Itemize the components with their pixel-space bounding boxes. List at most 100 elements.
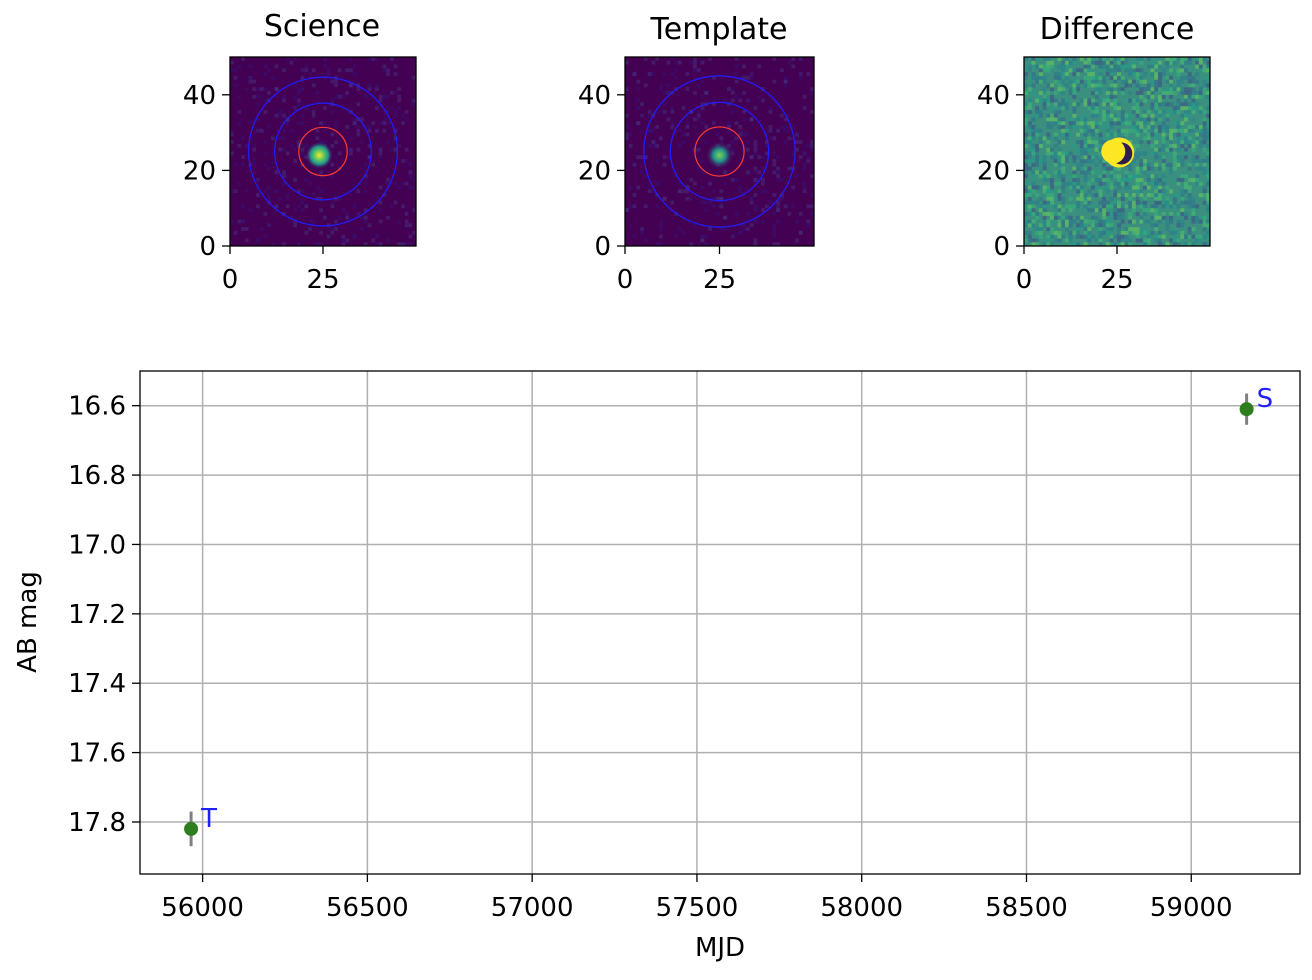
difference-noise-pixel bbox=[1183, 109, 1188, 114]
science-noise-pixel bbox=[330, 98, 335, 103]
template-noise-pixel bbox=[761, 219, 765, 224]
difference-noise-pixel bbox=[1038, 140, 1043, 145]
difference-noise-pixel bbox=[1031, 211, 1036, 217]
difference-noise-pixel bbox=[1090, 155, 1095, 160]
difference-noise-pixel bbox=[1050, 87, 1055, 92]
difference-noise-pixel bbox=[1183, 242, 1188, 247]
template-noise-pixel bbox=[696, 242, 701, 246]
science-noise-pixel bbox=[404, 211, 409, 216]
template-noise-pixel bbox=[670, 121, 675, 126]
science-noise-pixel bbox=[293, 219, 297, 224]
difference-noise-pixel bbox=[1038, 128, 1043, 133]
difference-noise-pixel bbox=[1031, 151, 1036, 156]
difference-noise-pixel bbox=[1027, 230, 1032, 235]
difference-noise-pixel bbox=[1143, 211, 1148, 217]
template-noise-pixel bbox=[662, 162, 667, 167]
difference-noise-pixel bbox=[1198, 238, 1203, 243]
science-noise-pixel bbox=[382, 128, 387, 133]
template-noise-pixel bbox=[711, 204, 716, 209]
difference-noise-pixel bbox=[1057, 109, 1062, 114]
difference-noise-pixel bbox=[1187, 166, 1192, 171]
science-noise-pixel bbox=[256, 128, 260, 133]
difference-noise-pixel bbox=[1064, 132, 1069, 137]
science-noise-pixel bbox=[349, 57, 353, 61]
template-noise-pixel bbox=[753, 208, 758, 212]
template-xtick-label: 0 bbox=[617, 265, 634, 295]
difference-noise-pixel bbox=[1117, 200, 1122, 205]
difference-noise-pixel bbox=[1120, 57, 1125, 62]
difference-noise-pixel bbox=[1146, 94, 1151, 99]
science-noise-pixel bbox=[352, 117, 357, 122]
difference-noise-pixel bbox=[1035, 147, 1040, 152]
difference-noise-pixel bbox=[1076, 155, 1081, 160]
difference-noise-pixel bbox=[1172, 106, 1177, 111]
difference-noise-pixel bbox=[1098, 147, 1103, 152]
difference-noise-pixel bbox=[1143, 230, 1148, 235]
difference-noise-pixel bbox=[1072, 79, 1077, 84]
difference-noise-pixel bbox=[1035, 79, 1040, 84]
difference-noise-pixel bbox=[1042, 162, 1047, 167]
difference-noise-pixel bbox=[1165, 196, 1170, 201]
science-noise-pixel bbox=[252, 147, 257, 152]
science-noise-pixel bbox=[382, 193, 387, 197]
template-noise-pixel bbox=[640, 113, 644, 118]
difference-noise-pixel bbox=[1102, 166, 1107, 171]
difference-noise-pixel bbox=[1083, 83, 1088, 88]
science-noise-pixel bbox=[252, 159, 257, 163]
difference-noise-pixel bbox=[1094, 91, 1099, 96]
difference-noise-pixel bbox=[1131, 174, 1136, 179]
difference-noise-pixel bbox=[1024, 189, 1029, 194]
science-noise-pixel bbox=[326, 72, 331, 76]
template-noise-pixel bbox=[768, 109, 773, 114]
template-noise-pixel bbox=[655, 204, 660, 209]
science-noise-pixel bbox=[363, 94, 368, 99]
difference-noise-pixel bbox=[1139, 60, 1144, 65]
science-noise-pixel bbox=[412, 177, 416, 182]
difference-noise-pixel bbox=[1024, 223, 1029, 228]
difference-noise-pixel bbox=[1046, 102, 1051, 107]
difference-noise-pixel bbox=[1120, 181, 1125, 186]
difference-noise-pixel bbox=[1187, 87, 1192, 92]
difference-ytick-label: 20 bbox=[977, 156, 1010, 186]
science-noise-pixel bbox=[356, 211, 361, 216]
science-noise-pixel bbox=[248, 64, 253, 69]
difference-noise-pixel bbox=[1061, 121, 1066, 126]
difference-noise-pixel bbox=[1187, 83, 1192, 88]
science-noise-pixel bbox=[378, 147, 383, 152]
template-noise-pixel bbox=[749, 196, 754, 201]
difference-noise-pixel bbox=[1165, 242, 1170, 247]
difference-noise-pixel bbox=[1031, 128, 1036, 133]
template-noise-pixel bbox=[670, 72, 675, 76]
difference-noise-pixel bbox=[1102, 64, 1107, 69]
difference-noise-pixel bbox=[1109, 166, 1114, 171]
difference-noise-pixel bbox=[1053, 204, 1058, 209]
difference-noise-pixel bbox=[1113, 234, 1118, 239]
difference-noise-pixel bbox=[1068, 68, 1073, 73]
science-noise-pixel bbox=[300, 200, 305, 205]
science-noise-pixel bbox=[386, 181, 390, 186]
science-noise-pixel bbox=[345, 68, 350, 73]
science-noise-pixel bbox=[334, 219, 338, 224]
difference-noise-pixel bbox=[1027, 102, 1032, 107]
difference-noise-pixel bbox=[1113, 204, 1118, 209]
difference-noise-pixel bbox=[1064, 72, 1069, 77]
science-noise-pixel bbox=[323, 215, 327, 220]
science-noise-pixel bbox=[296, 102, 301, 107]
difference-noise-pixel bbox=[1161, 72, 1166, 77]
difference-noise-pixel bbox=[1113, 64, 1118, 69]
difference-noise-pixel bbox=[1031, 91, 1036, 96]
difference-noise-pixel bbox=[1076, 83, 1081, 88]
difference-noise-pixel bbox=[1150, 87, 1155, 92]
difference-noise-pixel bbox=[1157, 60, 1162, 65]
difference-noise-pixel bbox=[1187, 204, 1192, 209]
template-noise-pixel bbox=[753, 166, 758, 171]
template-noise-pixel bbox=[745, 98, 750, 103]
difference-noise-pixel bbox=[1053, 238, 1058, 243]
science-noise-pixel bbox=[389, 91, 394, 95]
difference-noise-pixel bbox=[1154, 208, 1159, 213]
difference-noise-pixel bbox=[1090, 102, 1095, 107]
science-noise-pixel bbox=[330, 200, 335, 205]
science-noise-pixel bbox=[289, 215, 294, 220]
science-noise-pixel bbox=[274, 189, 279, 194]
difference-noise-pixel bbox=[1150, 60, 1155, 65]
